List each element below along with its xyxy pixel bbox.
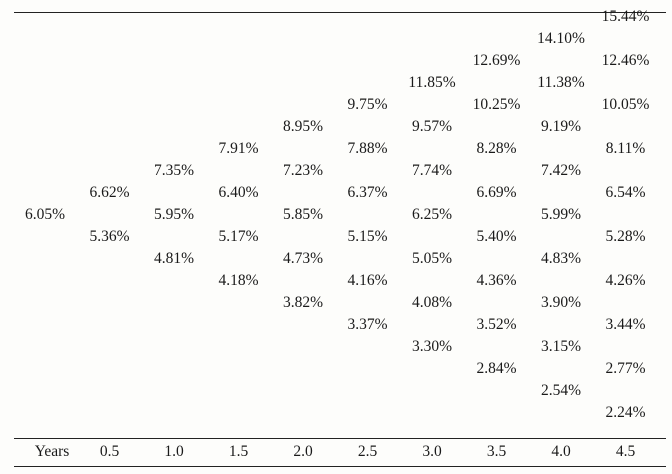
rate-node: 5.99%	[540, 206, 582, 223]
header-rule	[14, 438, 666, 439]
rate-node: 6.37%	[347, 184, 388, 201]
rate-node: 4.36%	[476, 272, 517, 289]
column-label: 3.5	[486, 443, 507, 460]
rate-node: 6.54%	[605, 184, 646, 201]
column-label: 0.5	[99, 443, 120, 460]
rate-node: 10.05%	[601, 96, 650, 113]
rate-node: 6.25%	[411, 206, 453, 223]
rate-node: 2.54%	[540, 382, 582, 399]
rate-node: 5.17%	[218, 228, 259, 245]
rate-node: 3.90%	[540, 294, 582, 311]
rate-node: 9.57%	[411, 118, 453, 135]
column-label: Years	[34, 443, 70, 460]
rate-node: 8.11%	[605, 140, 646, 157]
column-label: 4.5	[615, 443, 636, 460]
rate-node: 9.75%	[347, 96, 388, 113]
top-rule	[14, 12, 666, 13]
rate-node: 4.73%	[282, 250, 324, 267]
rate-node: 4.26%	[605, 272, 646, 289]
rate-node: 4.81%	[153, 250, 195, 267]
rate-node: 7.91%	[218, 140, 259, 157]
column-label: 2.0	[293, 443, 313, 460]
column-label: 3.0	[422, 443, 442, 460]
rate-node: 5.15%	[347, 228, 388, 245]
rate-node: 11.38%	[537, 74, 585, 91]
rate-node: 7.74%	[411, 162, 453, 179]
rate-node: 12.69%	[472, 52, 521, 69]
rate-node: 8.28%	[476, 140, 517, 157]
rate-node: 5.28%	[605, 228, 646, 245]
rate-node: 7.42%	[540, 162, 582, 179]
rate-node: 7.35%	[153, 162, 195, 179]
rate-node: 10.25%	[472, 96, 521, 113]
rate-node: 3.30%	[411, 338, 453, 355]
column-label: 4.0	[551, 443, 571, 460]
rate-node: 4.08%	[411, 294, 453, 311]
rate-node: 6.05%	[24, 206, 66, 223]
rate-node: 5.95%	[153, 206, 195, 223]
rate-node: 5.85%	[282, 206, 324, 223]
bottom-rule	[14, 466, 666, 467]
rate-node: 2.24%	[605, 404, 646, 421]
rate-node: 3.15%	[540, 338, 582, 355]
rate-node: 7.23%	[282, 162, 324, 179]
rate-node: 2.84%	[476, 360, 517, 377]
column-label: 1.0	[164, 443, 184, 460]
rate-node: 4.18%	[218, 272, 259, 289]
rate-node: 3.82%	[282, 294, 324, 311]
rate-node: 2.77%	[605, 360, 646, 377]
rate-node: 5.05%	[411, 250, 453, 267]
rate-node: 3.44%	[605, 316, 646, 333]
rate-node: 3.52%	[476, 316, 517, 333]
rate-node: 3.37%	[347, 316, 388, 333]
rate-node: 4.16%	[347, 272, 388, 289]
rate-node: 11.85%	[408, 74, 456, 91]
rate-node: 9.19%	[540, 118, 582, 135]
rate-node: 6.62%	[89, 184, 130, 201]
rate-node: 7.88%	[347, 140, 388, 157]
rate-node: 15.44%	[601, 8, 650, 25]
rate-node: 6.40%	[218, 184, 259, 201]
rate-node: 5.36%	[89, 228, 130, 245]
rate-node: 5.40%	[476, 228, 517, 245]
column-label: 1.5	[228, 443, 249, 460]
rate-node: 4.83%	[540, 250, 582, 267]
rate-node: 14.10%	[537, 30, 585, 47]
column-label: 2.5	[357, 443, 378, 460]
rate-node: 12.46%	[601, 52, 650, 69]
rate-node: 6.69%	[476, 184, 517, 201]
rate-node: 8.95%	[282, 118, 324, 135]
